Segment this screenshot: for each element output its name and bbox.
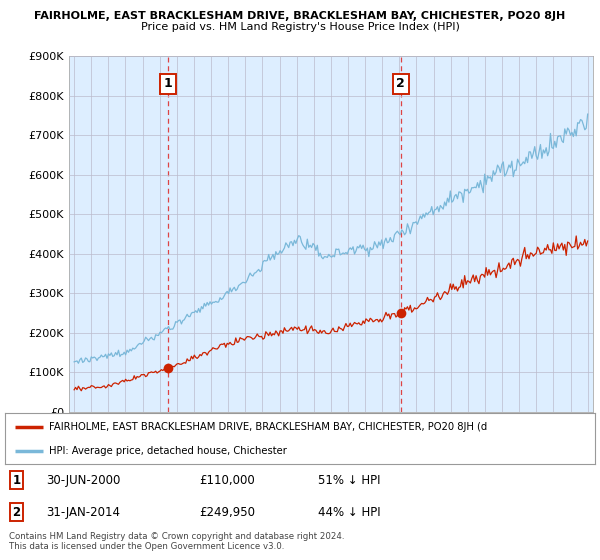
Text: Price paid vs. HM Land Registry's House Price Index (HPI): Price paid vs. HM Land Registry's House … bbox=[140, 22, 460, 32]
Text: 51% ↓ HPI: 51% ↓ HPI bbox=[318, 474, 380, 487]
Text: This data is licensed under the Open Government Licence v3.0.: This data is licensed under the Open Gov… bbox=[9, 542, 284, 551]
Text: HPI: Average price, detached house, Chichester: HPI: Average price, detached house, Chic… bbox=[49, 446, 287, 456]
Text: Contains HM Land Registry data © Crown copyright and database right 2024.: Contains HM Land Registry data © Crown c… bbox=[9, 532, 344, 541]
Text: £110,000: £110,000 bbox=[200, 474, 256, 487]
Text: 2: 2 bbox=[397, 77, 405, 90]
Text: 31-JAN-2014: 31-JAN-2014 bbox=[46, 506, 120, 519]
Text: 44% ↓ HPI: 44% ↓ HPI bbox=[318, 506, 380, 519]
Text: FAIRHOLME, EAST BRACKLESHAM DRIVE, BRACKLESHAM BAY, CHICHESTER, PO20 8JH: FAIRHOLME, EAST BRACKLESHAM DRIVE, BRACK… bbox=[34, 11, 566, 21]
Text: 30-JUN-2000: 30-JUN-2000 bbox=[46, 474, 121, 487]
Text: 1: 1 bbox=[13, 474, 20, 487]
Text: FAIRHOLME, EAST BRACKLESHAM DRIVE, BRACKLESHAM BAY, CHICHESTER, PO20 8JH (d: FAIRHOLME, EAST BRACKLESHAM DRIVE, BRACK… bbox=[49, 422, 487, 432]
Text: 2: 2 bbox=[13, 506, 20, 519]
Text: £249,950: £249,950 bbox=[200, 506, 256, 519]
Text: 1: 1 bbox=[164, 77, 173, 90]
